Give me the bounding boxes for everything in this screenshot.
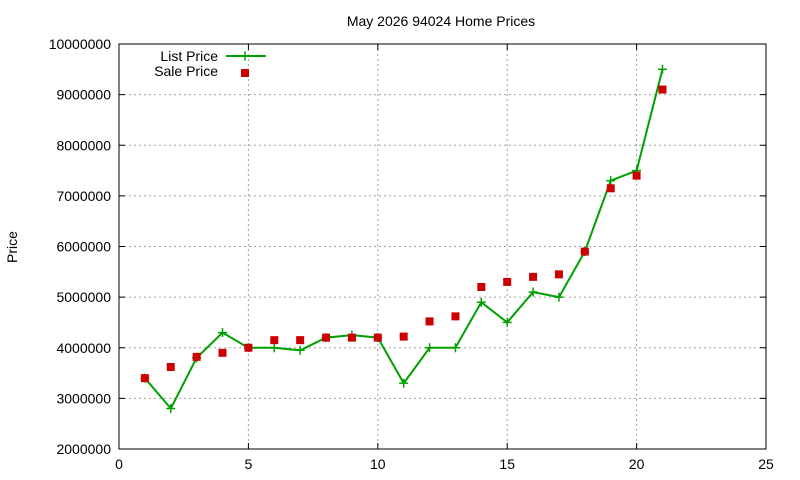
y-axis-label: Price — [4, 231, 20, 263]
legend-square-sample — [241, 69, 249, 77]
list-price-point — [657, 64, 667, 74]
y-tick-label: 7000000 — [56, 188, 111, 204]
sale-price-point — [658, 85, 667, 94]
list-price-point — [450, 343, 460, 353]
y-tick-label: 3000000 — [56, 390, 111, 406]
sale-price-point — [192, 352, 201, 361]
series-1 — [140, 85, 667, 383]
y-tick-label: 2000000 — [56, 441, 111, 457]
legend-label: Sale Price — [154, 63, 218, 79]
x-tick-label: 25 — [758, 456, 774, 472]
y-tick-label: 8000000 — [56, 137, 111, 153]
list-price-point — [269, 343, 279, 353]
list-price-point — [528, 287, 538, 297]
sale-price-point — [606, 184, 615, 193]
list-price-point — [399, 378, 409, 388]
sale-price-point — [296, 336, 305, 345]
sale-price-point — [270, 336, 279, 345]
x-tick-label: 5 — [245, 456, 253, 472]
y-tick-label: 5000000 — [56, 289, 111, 305]
legend-plus-sample — [240, 51, 250, 61]
x-tick-label: 0 — [115, 456, 123, 472]
sale-price-point — [140, 374, 149, 383]
x-tick-label: 15 — [499, 456, 515, 472]
list-price-point — [295, 345, 305, 355]
sale-price-point — [373, 333, 382, 342]
plot-series — [140, 64, 667, 413]
plot-frame — [118, 43, 767, 450]
x-tick-label: 10 — [370, 456, 386, 472]
x-tick-label: 20 — [629, 456, 645, 472]
list-price-line — [144, 69, 664, 411]
axes: 2000000 3000000 4000000 5000000 6000000 70000… — [49, 36, 774, 472]
list-price-point — [166, 404, 176, 413]
sale-price-point — [399, 332, 408, 341]
series-0 — [140, 64, 667, 413]
sale-price-point — [218, 348, 227, 357]
sale-price-point — [244, 343, 253, 352]
list-price-point — [476, 297, 486, 307]
y-tick-label: 6000000 — [56, 239, 111, 255]
sale-price-point — [347, 333, 356, 342]
list-price-point — [218, 328, 228, 338]
grid-lines — [119, 44, 766, 449]
sale-price-point — [554, 270, 563, 279]
list-price-point — [502, 317, 512, 327]
sale-price-point — [166, 362, 175, 371]
legend-label: List Price — [160, 48, 218, 64]
y-tick-label: 10000000 — [49, 36, 112, 52]
sale-price-point — [322, 333, 331, 342]
sale-price-point — [632, 171, 641, 180]
list-price-point — [425, 343, 435, 353]
list-price-point — [554, 292, 564, 302]
sale-price-point — [529, 272, 538, 281]
sale-price-point — [477, 283, 486, 291]
sale-price-point — [425, 317, 434, 326]
sale-price-point — [503, 277, 512, 286]
y-tick-label: 4000000 — [56, 340, 111, 356]
y-tick-label: 9000000 — [56, 87, 111, 103]
list-price-point — [606, 176, 616, 186]
sale-price-point — [580, 247, 589, 256]
chart-title: May 2026 94024 Home Prices — [347, 13, 535, 29]
sale-price-point — [451, 312, 460, 321]
